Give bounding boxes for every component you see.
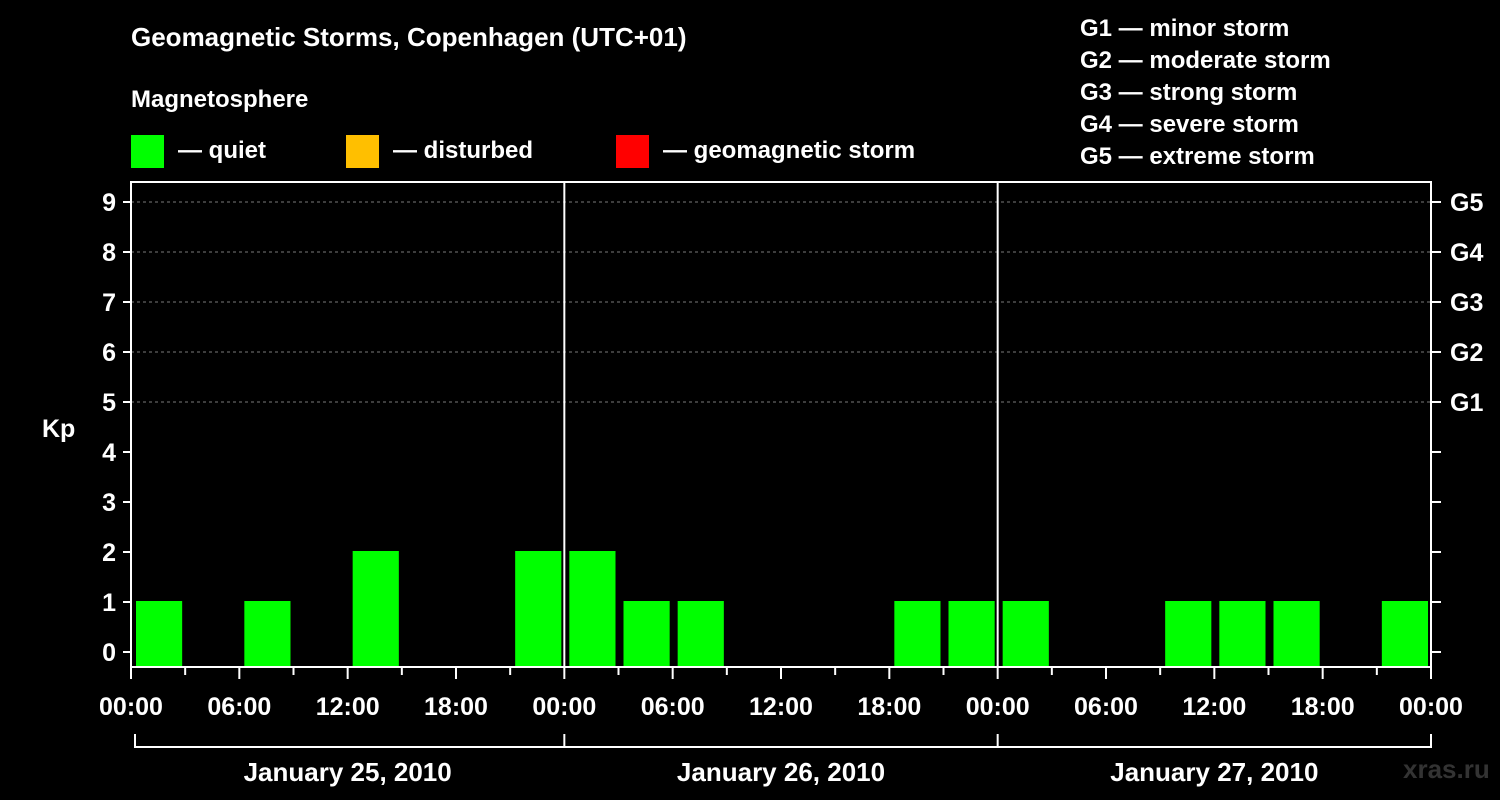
storm-scale-g3: G3 — strong storm xyxy=(1080,79,1298,106)
kp-bar xyxy=(677,601,724,667)
g-scale-label: G1 xyxy=(1450,389,1483,417)
legend-label-quiet: — quiet xyxy=(178,137,266,164)
kp-bar xyxy=(1381,601,1428,667)
y-tick-label: 9 xyxy=(102,189,116,217)
legend-item-disturbed: — disturbed xyxy=(346,134,533,168)
y-tick-label: 8 xyxy=(102,239,116,267)
x-tick-label: 18:00 xyxy=(857,693,921,721)
x-tick-label: 00:00 xyxy=(966,693,1030,721)
kp-bar xyxy=(1002,601,1049,667)
legend-item-storm: — geomagnetic storm xyxy=(616,134,915,168)
kp-bar xyxy=(515,551,562,667)
kp-bar xyxy=(894,601,941,667)
legend-item-quiet: — quiet xyxy=(131,134,266,168)
g-scale-label: G5 xyxy=(1450,189,1483,217)
y-tick-label: 7 xyxy=(102,289,116,317)
x-tick-label: 00:00 xyxy=(532,693,596,721)
y-tick-label: 4 xyxy=(102,439,116,467)
storm-scale-g1: G1 — minor storm xyxy=(1080,15,1290,42)
y-axis-label: Kp xyxy=(42,415,75,443)
watermark: xras.ru xyxy=(1403,754,1490,784)
kp-bar xyxy=(1165,601,1212,667)
plot-frame xyxy=(130,181,1432,668)
y-tick-label: 1 xyxy=(102,589,116,617)
kp-bar xyxy=(352,551,399,667)
kp-bar xyxy=(1273,601,1320,667)
x-tick-label: 06:00 xyxy=(641,693,705,721)
legend-label-disturbed: — disturbed xyxy=(393,137,534,164)
legend-heading: Magnetosphere xyxy=(131,86,309,113)
x-tick-label: 18:00 xyxy=(424,693,488,721)
y-tick-label: 5 xyxy=(102,389,116,417)
storm-scale-g5: G5 — extreme storm xyxy=(1080,143,1315,170)
kp-bar xyxy=(1219,601,1266,667)
y-tick-label: 0 xyxy=(102,639,116,667)
chart-title: Geomagnetic Storms, Copenhagen (UTC+01) xyxy=(131,22,687,52)
x-tick-label: 06:00 xyxy=(1074,693,1138,721)
kp-bar xyxy=(244,601,291,667)
x-tick-label: 12:00 xyxy=(316,693,380,721)
y-tick-label: 3 xyxy=(102,489,116,517)
x-tick-label: 12:00 xyxy=(749,693,813,721)
quiet-swatch xyxy=(131,134,164,168)
day-label: January 25, 2010 xyxy=(244,757,452,787)
legend-label-storm: — geomagnetic storm xyxy=(663,137,916,164)
x-tick-label: 00:00 xyxy=(1399,693,1463,721)
y-tick-label: 6 xyxy=(102,339,116,367)
kp-bar xyxy=(136,601,183,667)
storm-scale-g4: G4 — severe storm xyxy=(1080,111,1299,138)
g-scale-label: G3 xyxy=(1450,289,1483,317)
x-tick-label: 00:00 xyxy=(99,693,163,721)
x-tick-label: 12:00 xyxy=(1182,693,1246,721)
g-scale-label: G4 xyxy=(1450,239,1483,267)
x-tick-label: 06:00 xyxy=(207,693,271,721)
day-label: January 27, 2010 xyxy=(1110,757,1318,787)
kp-bar xyxy=(623,601,670,667)
kp-bar xyxy=(569,551,616,667)
storm-swatch xyxy=(616,134,649,168)
storm-scale-g2: G2 — moderate storm xyxy=(1080,47,1331,74)
g-scale-label: G2 xyxy=(1450,339,1483,367)
day-label: January 26, 2010 xyxy=(677,757,885,787)
y-tick-label: 2 xyxy=(102,539,116,567)
x-tick-label: 18:00 xyxy=(1291,693,1355,721)
disturbed-swatch xyxy=(346,134,379,168)
kp-bar xyxy=(948,601,995,667)
